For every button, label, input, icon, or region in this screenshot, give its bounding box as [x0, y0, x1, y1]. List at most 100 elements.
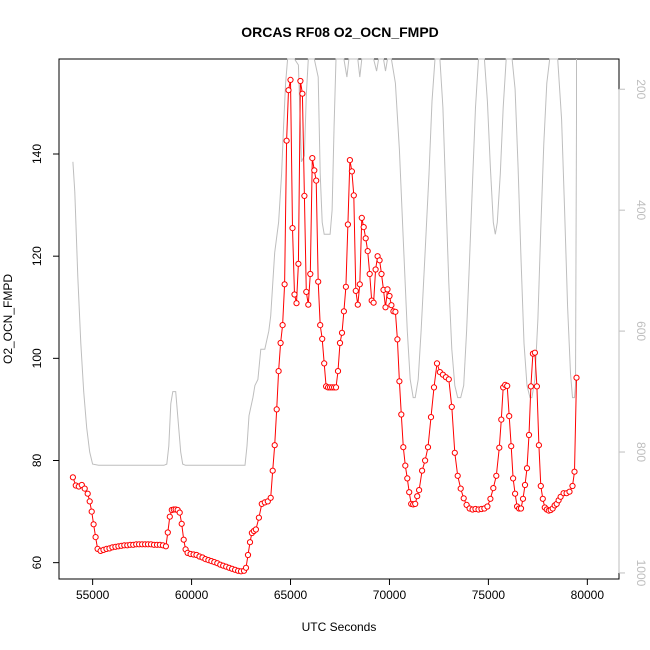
right-tick-label: 600 [634, 321, 648, 341]
data-point [295, 260, 302, 267]
data-point [358, 214, 365, 221]
data-point [569, 482, 576, 490]
data-point [90, 521, 97, 528]
data-point [433, 360, 441, 367]
data-point [252, 526, 259, 533]
data-point [289, 225, 296, 232]
right-tick-label: 800 [634, 442, 648, 462]
x-tick-label: 60000 [175, 588, 209, 602]
series-line-1 [72, 58, 577, 466]
data-point [451, 449, 458, 456]
y-tick-label: 120 [30, 246, 44, 266]
data-point [293, 300, 300, 307]
data-point [338, 329, 346, 336]
data-point [69, 474, 77, 481]
data-point [303, 288, 310, 295]
data-point [388, 302, 395, 309]
data-point [166, 513, 173, 520]
data-point [366, 270, 373, 278]
data-point [285, 87, 292, 94]
data-point [376, 257, 383, 264]
data-point [457, 485, 464, 492]
x-tick-label: 75000 [472, 588, 506, 602]
data-point [291, 291, 298, 298]
data-point [571, 468, 578, 475]
data-point [246, 539, 254, 546]
data-point [521, 481, 529, 489]
data-point [348, 168, 355, 175]
data-point [255, 514, 262, 521]
data-point [273, 406, 280, 413]
data-point [537, 482, 544, 490]
data-point [244, 551, 252, 559]
data-point [527, 383, 535, 390]
data-point [354, 301, 361, 308]
chart-title: ORCAS RF08 O2_OCN_FMPD [241, 24, 439, 40]
data-point [356, 281, 363, 288]
data-point [517, 505, 525, 512]
data-point [400, 444, 407, 451]
x-tick-label: 55000 [76, 588, 110, 602]
data-point [362, 235, 369, 242]
right-tick-label: 200 [634, 79, 648, 99]
data-point [445, 376, 452, 383]
data-point [512, 490, 519, 497]
data-point [344, 221, 351, 228]
data-point [305, 301, 312, 308]
y-tick-label: 140 [30, 144, 44, 164]
data-point [287, 76, 294, 84]
data-point [448, 403, 455, 410]
data-point [539, 495, 546, 502]
x-tick-label: 65000 [274, 588, 308, 602]
data-point [86, 498, 93, 505]
data-point [394, 336, 401, 343]
data-point [372, 266, 379, 273]
data-point [490, 485, 497, 492]
data-point [275, 368, 282, 375]
data-point [525, 431, 533, 439]
data-point [386, 292, 393, 300]
data-point [279, 322, 286, 329]
data-point [508, 443, 515, 450]
data-point [460, 495, 467, 502]
data-point [315, 278, 322, 285]
data-point [566, 488, 573, 495]
data-point [422, 457, 429, 464]
data-point [350, 192, 357, 199]
y-tick-label: 100 [30, 348, 44, 368]
data-point [307, 270, 314, 278]
data-point [242, 564, 250, 571]
data-point [384, 286, 391, 293]
data-point [493, 472, 500, 479]
data-point [352, 287, 359, 294]
data-point [364, 248, 371, 255]
data-point [297, 77, 304, 85]
data-point [427, 414, 435, 421]
data-point [378, 270, 385, 278]
data-point [504, 382, 511, 389]
data-point [454, 472, 461, 479]
o2-series [69, 76, 580, 575]
y-axis-label: O2_OCN_FMPD [1, 274, 15, 364]
data-point [498, 416, 505, 423]
data-point [398, 411, 405, 418]
data-point [81, 485, 88, 492]
data-point [317, 322, 324, 329]
data-point [392, 308, 399, 315]
data-point [370, 299, 377, 306]
data-point [342, 283, 349, 290]
pressure-series [72, 58, 577, 466]
data-point [92, 534, 99, 541]
data-point [178, 520, 185, 527]
data-point [321, 360, 328, 367]
x-axis-label: UTC Seconds [302, 620, 377, 634]
data-point [346, 157, 353, 164]
data-point [277, 339, 284, 347]
data-point [414, 493, 421, 500]
right-tick-label: 1000 [634, 560, 648, 587]
data-point [573, 374, 580, 381]
right-tick-label: 400 [634, 200, 648, 220]
data-point [162, 543, 169, 550]
data-point [84, 490, 91, 497]
